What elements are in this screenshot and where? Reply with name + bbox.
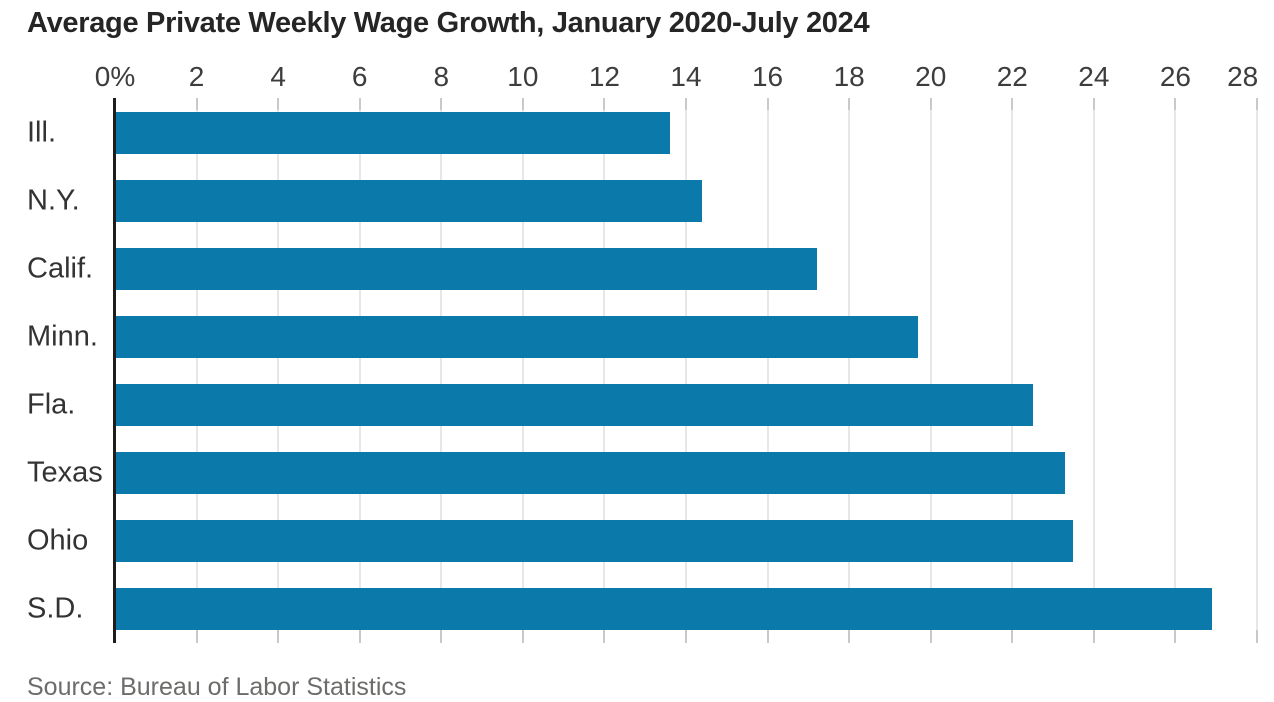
gridline: [195, 110, 198, 630]
bar-ohio: [115, 520, 1074, 562]
x-tick-label-0: 0%: [94, 61, 136, 92]
top-tick: [358, 98, 361, 110]
source-note: Source: Bureau of Labor Statistics: [27, 673, 407, 701]
top-tick: [848, 98, 851, 110]
category-label-ny: N.Y.: [27, 184, 80, 217]
top-tick: [766, 98, 769, 110]
gridline: [358, 110, 361, 630]
bar-ny: [115, 180, 703, 222]
category-label-ill: Ill.: [27, 116, 56, 149]
bottom-tick: [277, 630, 280, 643]
bottom-tick: [685, 630, 687, 643]
gridline: [521, 110, 524, 630]
bar-ill: [115, 112, 670, 154]
top-tick: [1174, 98, 1177, 110]
top-tick: [929, 98, 932, 110]
x-tick-label-28: 28: [1227, 61, 1259, 92]
chart-title: Average Private Weekly Wage Growth, Janu…: [27, 7, 870, 39]
y-axis-line: [113, 98, 116, 643]
category-label-sd: S.D.: [27, 592, 84, 625]
x-tick-label-6: 6: [351, 61, 368, 92]
gridline: [1174, 110, 1177, 630]
top-tick: [685, 98, 687, 110]
x-tick-label-14: 14: [670, 61, 702, 92]
bottom-tick: [766, 630, 769, 643]
bottom-tick: [929, 630, 932, 643]
category-label-calif: Calif.: [27, 252, 94, 285]
x-tick-label-20: 20: [915, 61, 947, 92]
x-axis-bottom-ticks: [115, 630, 1258, 643]
gridline: [1092, 110, 1095, 630]
gridline: [848, 110, 851, 630]
top-tick: [1092, 98, 1095, 110]
x-tick-label-22: 22: [996, 61, 1028, 92]
top-tick: [277, 98, 280, 110]
bar-calif: [115, 248, 817, 290]
bottom-tick: [521, 630, 524, 643]
gridline: [603, 110, 606, 630]
x-tick-label-4: 4: [270, 61, 286, 92]
gridline: [277, 110, 280, 630]
top-tick: [440, 98, 443, 110]
bottom-tick: [195, 630, 198, 643]
x-tick-label-12: 12: [588, 61, 620, 92]
bar-fla: [115, 384, 1033, 426]
bottom-tick: [440, 630, 443, 643]
x-tick-label-2: 2: [188, 61, 205, 92]
top-tick: [603, 98, 606, 110]
bottom-tick: [1011, 630, 1014, 643]
category-label-texas: Texas: [27, 456, 103, 489]
bar-texas: [115, 452, 1066, 494]
bottom-tick: [603, 630, 606, 643]
top-tick: [195, 98, 198, 110]
x-tick-label-18: 18: [833, 61, 865, 92]
bottom-tick: [1256, 630, 1258, 643]
top-tick: [521, 98, 524, 110]
x-tick-label-8: 8: [433, 61, 450, 92]
bottom-tick: [358, 630, 361, 643]
bottom-tick: [1092, 630, 1095, 643]
category-label-fla: Fla.: [27, 388, 76, 421]
gridline: [440, 110, 443, 630]
top-tick: [1256, 98, 1258, 110]
gridline: [1011, 110, 1014, 630]
category-label-ohio: Ohio: [27, 524, 89, 557]
gridline: [766, 110, 769, 630]
top-tick: [1011, 98, 1014, 110]
bottom-tick: [848, 630, 851, 643]
bar-sd: [115, 588, 1213, 630]
gridline: [1256, 110, 1258, 630]
gridline: [929, 110, 932, 630]
plot-area: [113, 98, 1258, 643]
category-labels: Ill. N.Y. Calif. Minn. Fla. Texas Ohio S.D.: [0, 110, 115, 630]
x-tick-label-26: 26: [1159, 61, 1191, 92]
x-axis-top-ticks: [115, 98, 1258, 110]
gridline: [685, 110, 687, 630]
x-tick-label-16: 16: [751, 61, 784, 92]
x-tick-label-24: 24: [1078, 61, 1110, 92]
x-axis-tick-labels: 0% 2 4 6 8 10 12 14 16 18 20 22 24 26 28: [95, 60, 1259, 94]
category-label-minn: Minn.: [27, 320, 98, 353]
bar-minn: [115, 316, 919, 358]
bottom-tick: [1174, 630, 1177, 643]
x-tick-label-10: 10: [507, 61, 539, 92]
